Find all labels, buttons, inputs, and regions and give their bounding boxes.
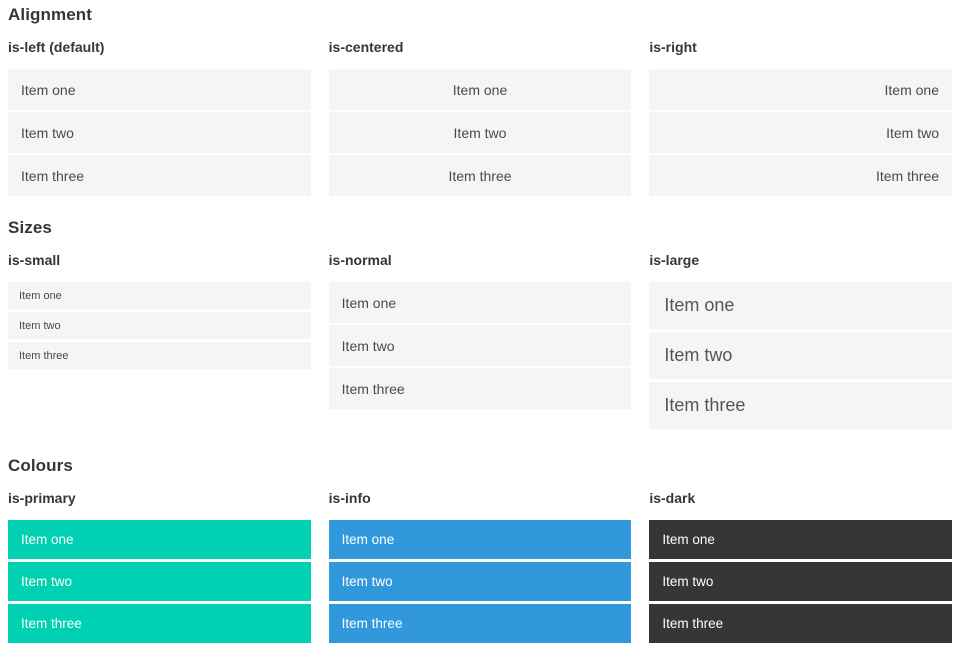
list-item: Item three bbox=[649, 604, 953, 643]
list-item: Item three bbox=[328, 604, 632, 643]
list-item: Item three bbox=[328, 368, 632, 409]
list-item: Item two bbox=[8, 312, 311, 339]
block-list-large: Item one Item two Item three bbox=[649, 282, 953, 429]
variant-label: is-large bbox=[649, 252, 700, 268]
list-item: Item three bbox=[8, 155, 311, 196]
list-item: Item two bbox=[649, 562, 953, 601]
block-list-right: Item one Item two Item three bbox=[649, 69, 953, 196]
block-list-dark: Item one Item two Item three bbox=[649, 520, 953, 643]
list-item: Item one bbox=[649, 520, 953, 559]
list-item: Item one bbox=[649, 282, 953, 329]
section-sizes: Sizes is-small Item one Item two Item th… bbox=[8, 218, 953, 432]
list-item: Item two bbox=[8, 112, 311, 153]
block-list-centered: Item one Item two Item three bbox=[328, 69, 632, 196]
list-item: Item two bbox=[328, 325, 632, 366]
variant-label: is-info bbox=[328, 490, 371, 506]
list-item: Item two bbox=[649, 112, 953, 153]
alignment-columns: is-left (default) Item one Item two Item… bbox=[8, 39, 953, 198]
variant-label: is-small bbox=[8, 252, 61, 268]
variant-column-is-small: is-small Item one Item two Item three bbox=[8, 252, 311, 372]
variant-column-is-centered: is-centered Item one Item two Item three bbox=[328, 39, 632, 198]
list-item: Item two bbox=[649, 332, 953, 379]
colours-columns: is-primary Item one Item two Item three … bbox=[8, 490, 953, 646]
section-colours: Colours is-primary Item one Item two Ite… bbox=[8, 456, 953, 646]
variant-label: is-centered bbox=[328, 39, 404, 55]
variant-label: is-normal bbox=[328, 252, 392, 268]
block-list-normal: Item one Item two Item three bbox=[328, 282, 632, 409]
list-item: Item three bbox=[8, 604, 311, 643]
variant-column-is-info: is-info Item one Item two Item three bbox=[328, 490, 632, 646]
variant-column-is-large: is-large Item one Item two Item three bbox=[649, 252, 953, 432]
list-item: Item three bbox=[8, 342, 311, 369]
sizes-columns: is-small Item one Item two Item three is… bbox=[8, 252, 953, 432]
list-item: Item one bbox=[649, 69, 953, 110]
variant-column-is-right: is-right Item one Item two Item three bbox=[649, 39, 953, 198]
list-item: Item three bbox=[649, 155, 953, 196]
variant-column-is-normal: is-normal Item one Item two Item three bbox=[328, 252, 632, 411]
variant-label: is-right bbox=[649, 39, 697, 55]
block-list-left: Item one Item two Item three bbox=[8, 69, 311, 196]
list-item: Item two bbox=[8, 562, 311, 601]
list-item: Item one bbox=[328, 520, 632, 559]
variant-column-is-primary: is-primary Item one Item two Item three bbox=[8, 490, 311, 646]
list-item: Item one bbox=[8, 520, 311, 559]
variant-column-is-dark: is-dark Item one Item two Item three bbox=[649, 490, 953, 646]
list-item: Item two bbox=[328, 562, 632, 601]
block-list-small: Item one Item two Item three bbox=[8, 282, 311, 369]
variant-label: is-dark bbox=[649, 490, 696, 506]
list-item: Item one bbox=[8, 282, 311, 309]
block-list-primary: Item one Item two Item three bbox=[8, 520, 311, 643]
variant-column-is-left: is-left (default) Item one Item two Item… bbox=[8, 39, 311, 198]
list-item: Item one bbox=[328, 282, 632, 323]
list-item: Item one bbox=[8, 69, 311, 110]
list-item: Item two bbox=[328, 112, 632, 153]
variant-label: is-primary bbox=[8, 490, 76, 506]
section-title: Colours bbox=[8, 456, 73, 475]
section-alignment: Alignment is-left (default) Item one Ite… bbox=[8, 5, 953, 198]
list-item: Item three bbox=[649, 382, 953, 429]
section-title: Alignment bbox=[8, 5, 93, 24]
block-list-info: Item one Item two Item three bbox=[328, 520, 632, 643]
list-item: Item one bbox=[328, 69, 632, 110]
variant-label: is-left (default) bbox=[8, 39, 105, 55]
section-title: Sizes bbox=[8, 218, 52, 237]
list-item: Item three bbox=[328, 155, 632, 196]
